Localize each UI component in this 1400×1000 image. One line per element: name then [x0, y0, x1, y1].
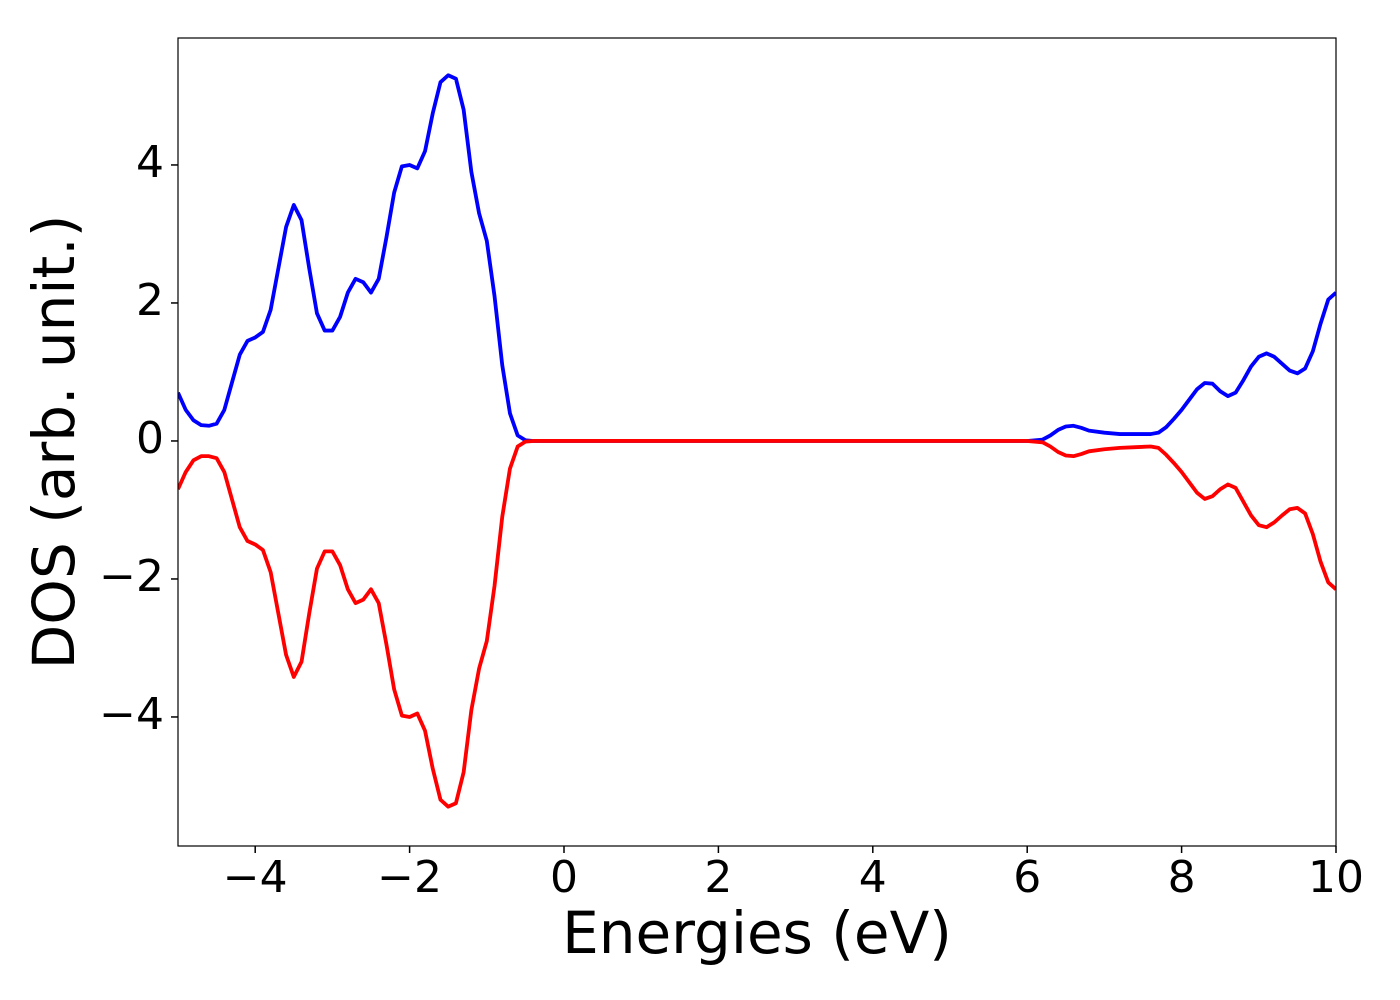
x-axis-label: Energies (eV): [562, 899, 952, 967]
y-tick-label: 2: [136, 275, 164, 326]
x-tick-label: 6: [1013, 852, 1041, 903]
x-tick-label: 4: [859, 852, 887, 903]
x-tick-label: −4: [223, 852, 288, 903]
dos-line: [178, 439, 1336, 809]
x-tick-label: −2: [377, 852, 442, 903]
x-tick-label: 10: [1308, 852, 1364, 903]
dos-line: [178, 73, 1336, 443]
x-tick-label: 0: [550, 852, 578, 903]
x-tick-label: 8: [1168, 852, 1196, 903]
y-tick-label: −2: [99, 551, 164, 602]
y-tick-label: 0: [136, 413, 164, 464]
x-tick-label: 2: [704, 852, 732, 903]
y-tick-label: 4: [136, 137, 164, 188]
plot-frame: [177, 37, 1337, 847]
y-axis-label: DOS (arb. unit.): [20, 215, 88, 670]
y-tick-label: −4: [99, 689, 164, 740]
